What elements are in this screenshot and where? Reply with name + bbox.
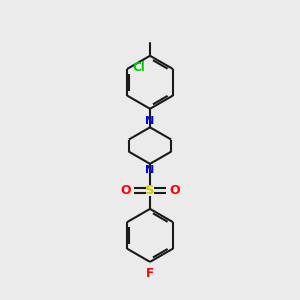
Text: S: S <box>145 184 155 197</box>
Text: O: O <box>120 184 131 197</box>
Text: F: F <box>146 267 154 280</box>
Text: O: O <box>169 184 180 197</box>
Text: N: N <box>146 116 154 126</box>
Text: Cl: Cl <box>132 61 145 74</box>
Text: N: N <box>146 165 154 175</box>
